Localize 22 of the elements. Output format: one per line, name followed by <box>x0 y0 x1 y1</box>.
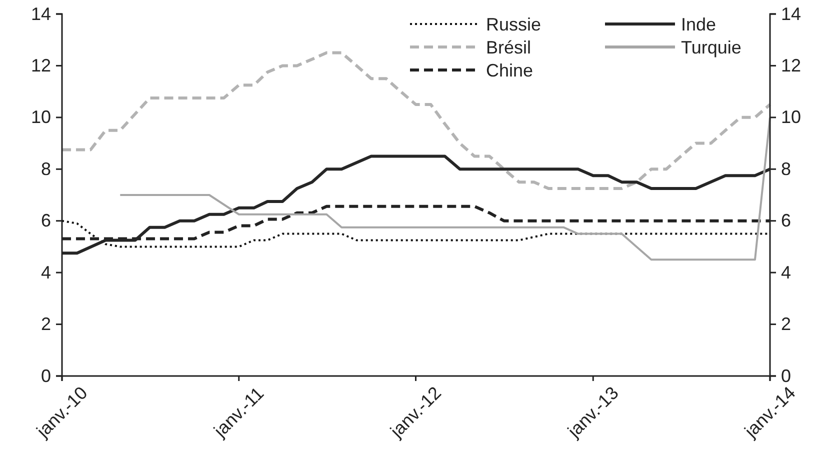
y-tick-label: 0 <box>40 366 51 386</box>
y-tick-label: 8 <box>40 158 51 179</box>
y2-tick-label: 12 <box>781 55 802 76</box>
legend-label: Inde <box>681 14 716 34</box>
y2-tick-label: 10 <box>781 107 802 128</box>
y-tick-label: 10 <box>30 107 51 128</box>
y2-tick-label: 6 <box>781 210 792 231</box>
legend-label: Chine <box>486 60 534 80</box>
y2-tick-label: 14 <box>781 4 802 24</box>
y2-tick-label: 4 <box>781 262 792 282</box>
y2-tick-label: 8 <box>781 158 792 179</box>
y-tick-label: 2 <box>40 314 51 334</box>
y-tick-label: 12 <box>30 55 51 76</box>
legend-label: Turquie <box>681 37 742 58</box>
line-series <box>119 116 771 261</box>
y-tick-label: 14 <box>30 4 51 24</box>
y2-tick-label: 2 <box>781 314 792 334</box>
legend-label: Brésil <box>486 37 532 58</box>
legend-label: Russie <box>486 14 542 34</box>
y-tick-label: 6 <box>40 210 51 231</box>
y-tick-label: 4 <box>40 262 51 282</box>
y2-tick-label: 0 <box>781 366 792 386</box>
